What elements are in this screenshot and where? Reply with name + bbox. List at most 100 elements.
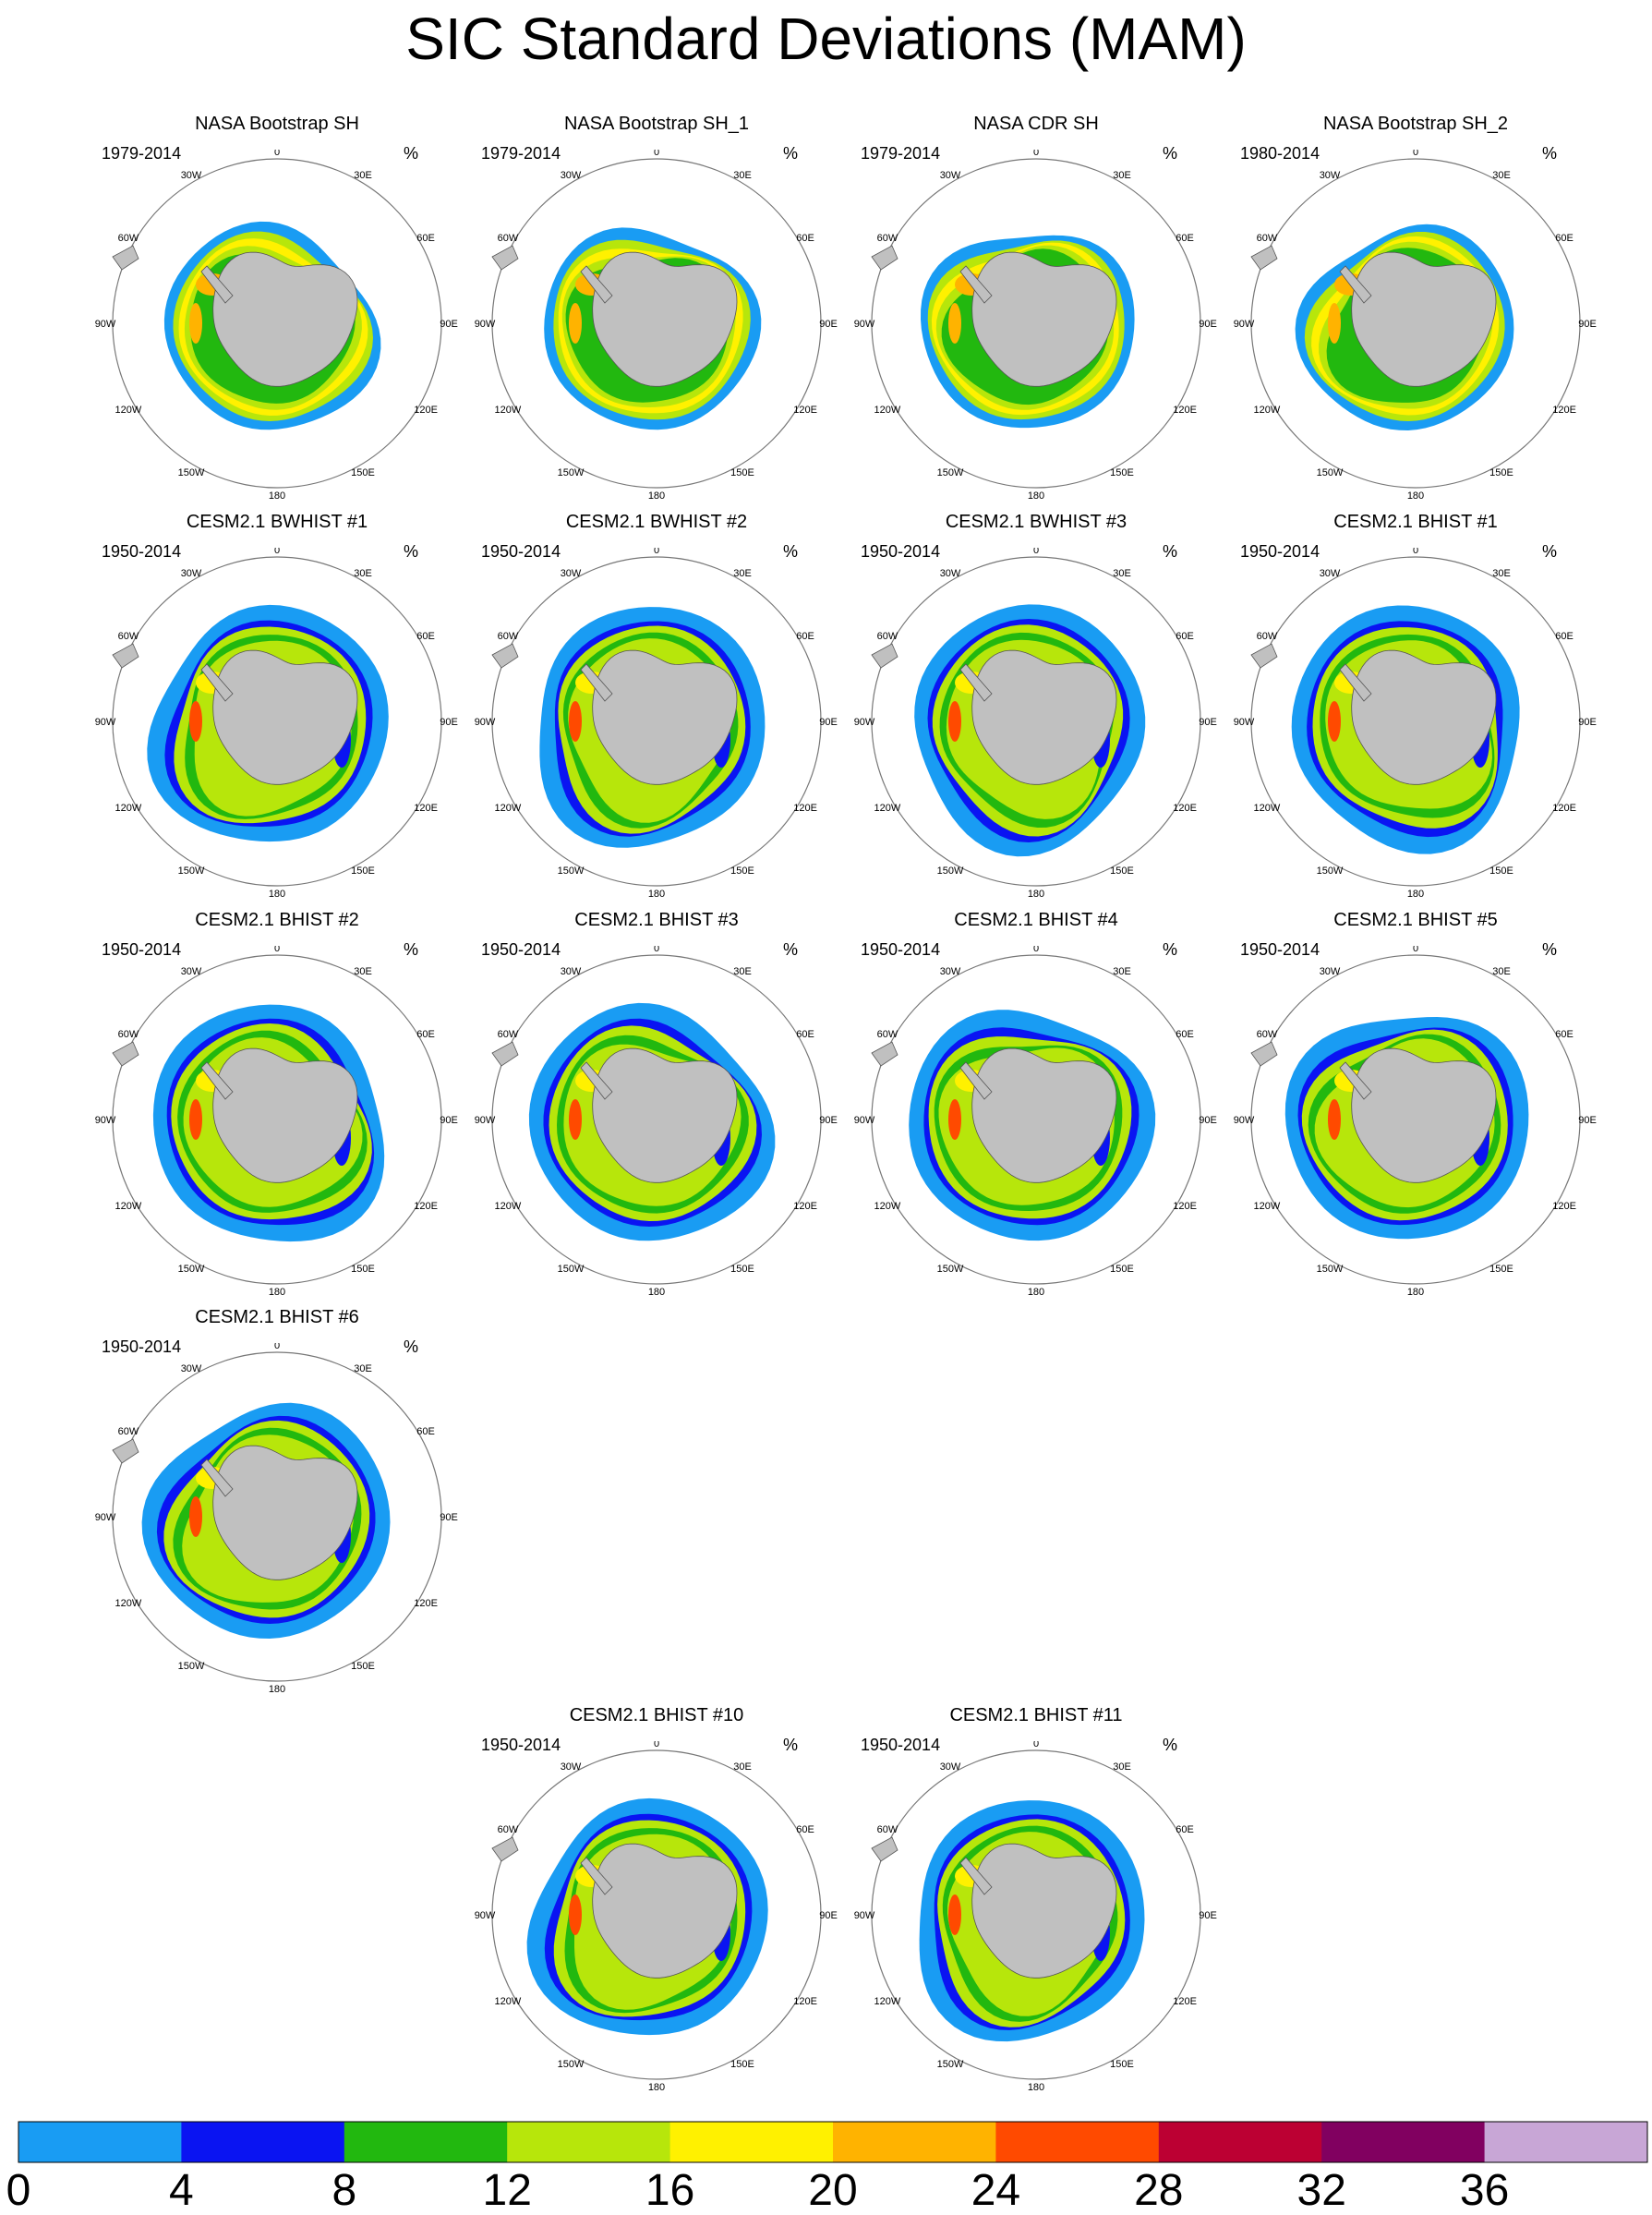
longitude-label: 180 <box>269 490 285 501</box>
panel-title: CESM2.1 BHIST #1 <box>1333 512 1498 532</box>
longitude-label: 150E <box>730 865 754 877</box>
longitude-label: 120W <box>1254 1201 1281 1212</box>
longitude-label: 120E <box>793 1201 817 1212</box>
longitude-label: 120W <box>1254 405 1281 416</box>
map-panel: CESM2.1 BHIST #4 1950-2014% 0 30E 60E 90E 120E… <box>851 909 1221 1297</box>
antarctic-peninsula <box>580 663 613 702</box>
panel-title: CESM2.1 BHIST #6 <box>195 1307 359 1327</box>
colorbar-tick-label: 24 <box>971 2166 1021 2215</box>
panel-unit: % <box>1542 542 1558 561</box>
longitude-label: 150W <box>1317 1264 1344 1275</box>
longitude-label: 30E <box>1492 170 1511 181</box>
longitude-label: 30W <box>181 1363 202 1374</box>
south-america-landmass <box>871 643 898 669</box>
longitude-label: 120E <box>793 1996 817 2007</box>
south-america-landmass <box>1250 1041 1278 1067</box>
panel-years: 1950-2014 <box>481 542 561 561</box>
longitude-label: 120E <box>1552 1201 1576 1212</box>
colorbar-tick-label: 4 <box>169 2166 194 2215</box>
longitude-label: 30E <box>1492 568 1511 579</box>
longitude-label: 120E <box>1173 803 1197 814</box>
longitude-label: 90E <box>1199 717 1217 728</box>
longitude-label: 30W <box>940 966 961 977</box>
panel-unit: % <box>404 144 419 163</box>
sic-hotspot <box>189 1099 202 1140</box>
longitude-label: 120W <box>495 803 522 814</box>
antarctica-landmass <box>971 1047 1117 1183</box>
longitude-label: 60W <box>1257 233 1278 244</box>
longitude-label: 30E <box>1492 966 1511 977</box>
antarctic-peninsula <box>580 265 613 304</box>
longitude-label: 0 <box>1413 150 1418 158</box>
antarctic-peninsula <box>580 1061 613 1100</box>
longitude-label: 30E <box>354 1363 372 1374</box>
panel-years: 1950-2014 <box>1240 940 1320 959</box>
sic-hotspot <box>948 1099 961 1140</box>
longitude-label: 120W <box>874 405 901 416</box>
longitude-label: 90E <box>819 319 838 330</box>
longitude-label: 150E <box>351 467 375 478</box>
longitude-label: 30W <box>181 966 202 977</box>
longitude-label: 30W <box>1320 170 1341 181</box>
longitude-label: 120W <box>115 1598 142 1609</box>
colorbar-tick-label: 20 <box>808 2166 858 2215</box>
longitude-label: 90W <box>95 1115 116 1126</box>
longitude-label: 30E <box>733 170 752 181</box>
longitude-label: 90W <box>854 1910 875 1921</box>
longitude-label: 90E <box>819 717 838 728</box>
longitude-label: 0 <box>274 150 280 158</box>
longitude-label: 90W <box>475 1910 496 1921</box>
longitude-label: 0 <box>1033 946 1039 954</box>
longitude-label: 150W <box>937 865 964 877</box>
panel-years: 1979-2014 <box>861 144 941 163</box>
longitude-label: 60E <box>1555 1029 1574 1040</box>
south-america-landmass <box>491 643 519 669</box>
longitude-label: 60E <box>416 1426 435 1437</box>
longitude-label: 60E <box>796 631 814 642</box>
longitude-label: 0 <box>274 548 280 556</box>
map-panel: CESM2.1 BHIST #10 1950-2014% 0 30E 60E 90E 120… <box>472 1704 841 2092</box>
antarctica-landmass <box>212 251 358 387</box>
antarctica-landmass <box>592 1843 738 1979</box>
longitude-label: 60W <box>118 1029 139 1040</box>
colorbar-tick-label: 28 <box>1134 2166 1184 2215</box>
south-america-landmass <box>871 1836 898 1862</box>
polar-map: 0 30E 60E 90E 120E 150E 180 150W 120W 90W 60W 30W <box>95 1343 458 1694</box>
south-america-landmass <box>1250 245 1278 271</box>
longitude-label: 60W <box>498 233 519 244</box>
longitude-label: 120W <box>874 1201 901 1212</box>
longitude-label: 120W <box>115 1201 142 1212</box>
longitude-label: 60W <box>877 631 898 642</box>
map-panel: CESM2.1 BWHIST #3 1950-2014% 0 30E 60E 90E 120… <box>851 511 1221 899</box>
longitude-label: 30E <box>1113 568 1131 579</box>
polar-map: 0 30E 60E 90E 120E 150E 180 150W 120W 90W 60W 30W <box>1234 548 1597 899</box>
longitude-label: 60E <box>1176 631 1194 642</box>
sic-hotspot <box>948 303 961 344</box>
antarctic-peninsula <box>1339 265 1372 304</box>
chart-title: SIC Standard Deviations (MAM) <box>405 6 1247 72</box>
longitude-label: 120E <box>414 803 438 814</box>
longitude-label: 150E <box>351 1661 375 1672</box>
panel-years: 1980-2014 <box>1240 144 1320 163</box>
longitude-label: 180 <box>1028 2082 1044 2092</box>
longitude-label: 120W <box>495 1996 522 2007</box>
longitude-label: 180 <box>1028 1287 1044 1297</box>
panel-title: CESM2.1 BHIST #4 <box>954 910 1118 930</box>
south-america-landmass <box>871 245 898 271</box>
colorbar-tick-label: 16 <box>645 2166 695 2215</box>
map-panel: NASA Bootstrap SH_2 1980-2014% 0 30E 60E 90E 1… <box>1231 113 1600 501</box>
longitude-label: 120E <box>1173 1201 1197 1212</box>
panel-unit: % <box>1542 940 1558 959</box>
polar-map: 0 30E 60E 90E 120E 150E 180 150W 120W 90W 60W 30W <box>1234 946 1597 1297</box>
panel-title: NASA Bootstrap SH <box>195 114 359 134</box>
longitude-label: 0 <box>654 1741 659 1749</box>
longitude-label: 30W <box>940 568 961 579</box>
longitude-label: 90E <box>440 1115 458 1126</box>
longitude-label: 150W <box>1317 467 1344 478</box>
antarctic-peninsula <box>200 265 234 304</box>
longitude-label: 150E <box>1489 865 1513 877</box>
longitude-label: 150W <box>558 865 585 877</box>
polar-map: 0 30E 60E 90E 120E 150E 180 150W 120W 90W 60W 30W <box>1234 150 1597 501</box>
panel-title: CESM2.1 BWHIST #1 <box>186 512 368 532</box>
longitude-label: 150W <box>178 1264 205 1275</box>
